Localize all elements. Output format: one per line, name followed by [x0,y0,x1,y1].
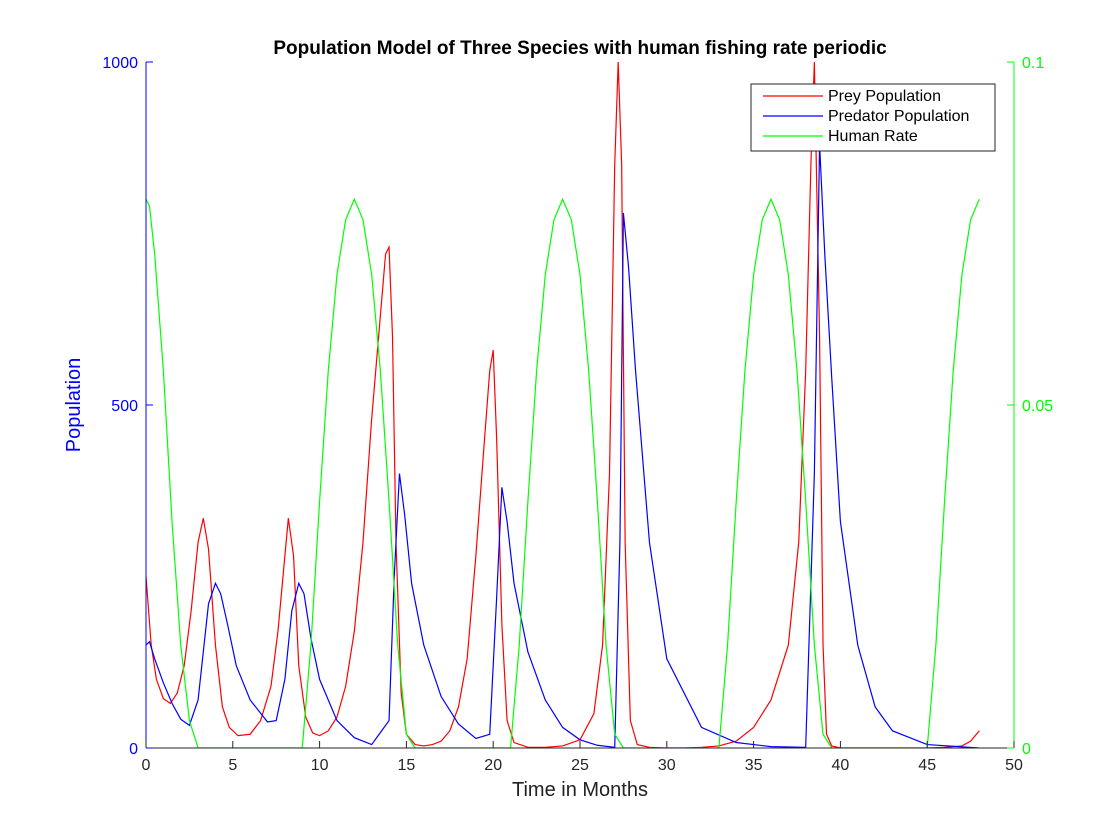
x-tick-label: 15 [398,757,416,774]
x-tick-label: 20 [484,757,502,774]
x-axis-label: Time in Months [512,779,648,801]
y-right-tick-label: 0.1 [1022,55,1044,72]
x-tick-label: 5 [228,757,237,774]
x-tick-label: 35 [745,757,763,774]
x-tick-label: 50 [1005,757,1023,774]
x-tick-label: 30 [658,757,676,774]
y-right-tick-label: 0.05 [1022,398,1053,415]
y-axis-label-left: Population [63,358,85,453]
y-left-tick-label: 0 [129,741,138,758]
legend-label-predator: Predator Population [828,108,969,125]
series-line-predator [146,144,980,748]
y-right-tick-label: 0 [1022,741,1031,758]
y-left-tick-label: 500 [111,398,138,415]
legend: Prey Population Predator Population Human … [750,83,996,152]
legend-label-prey: Prey Population [828,88,941,105]
legend-label-human-rate: Human Rate [828,128,918,145]
x-tick-label: 45 [918,757,936,774]
x-tick-label: 10 [311,757,329,774]
x-tick-label: 40 [832,757,850,774]
chart-title: Population Model of Three Species with h… [273,38,887,59]
plot-area [146,62,1014,748]
legend-box [750,83,996,152]
x-tick-label: 25 [571,757,589,774]
y-left-tick-label: 1000 [102,55,138,72]
series-line-human-rate [146,197,980,748]
x-tick-label: 0 [142,757,151,774]
series-layer [146,62,980,748]
series-line-prey [146,62,980,748]
